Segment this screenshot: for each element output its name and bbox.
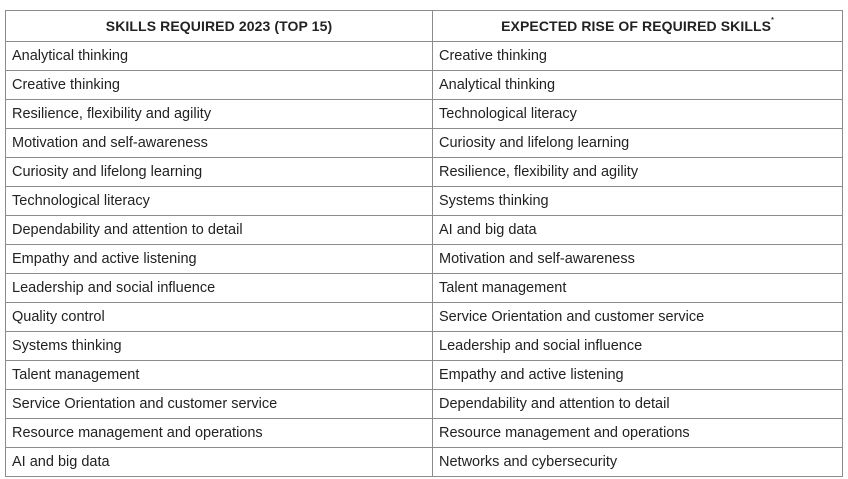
table-row: Analytical thinking Creative thinking — [5, 41, 843, 71]
table-header: SKILLS REQUIRED 2023 (TOP 15) EXPECTED R… — [5, 10, 843, 42]
expected-rise-cell: Leadership and social influence — [432, 331, 843, 361]
skill-required-cell: AI and big data — [5, 447, 433, 477]
expected-rise-cell: Dependability and attention to detail — [432, 389, 843, 419]
table-row: Dependability and attention to detail AI … — [5, 215, 843, 245]
skill-required-cell: Empathy and active listening — [5, 244, 433, 274]
table-row: Talent management Empathy and active list… — [5, 360, 843, 390]
expected-rise-cell: Service Orientation and customer service — [432, 302, 843, 332]
skill-required-cell: Quality control — [5, 302, 433, 332]
expected-rise-cell: Motivation and self-awareness — [432, 244, 843, 274]
skill-required-cell: Systems thinking — [5, 331, 433, 361]
header-expected-rise: EXPECTED RISE OF REQUIRED SKILLS* — [432, 10, 843, 42]
expected-rise-cell: Technological literacy — [432, 99, 843, 129]
table-row: Service Orientation and customer service… — [5, 389, 843, 419]
skill-required-cell: Resilience, flexibility and agility — [5, 99, 433, 129]
skill-required-cell: Curiosity and lifelong learning — [5, 157, 433, 187]
expected-rise-cell: Empathy and active listening — [432, 360, 843, 390]
skill-required-cell: Motivation and self-awareness — [5, 128, 433, 158]
table-row: Curiosity and lifelong learning Resilienc… — [5, 157, 843, 187]
header-expected-rise-label: EXPECTED RISE OF REQUIRED SKILLS — [501, 18, 772, 34]
table-row: Technological literacy Systems thinking — [5, 186, 843, 216]
skill-required-cell: Resource management and operations — [5, 418, 433, 448]
expected-rise-cell: Systems thinking — [432, 186, 843, 216]
skill-required-cell: Service Orientation and customer service — [5, 389, 433, 419]
table-row: Systems thinking Leadership and social in… — [5, 331, 843, 361]
table-row: AI and big data Networks and cybersecurit… — [5, 447, 843, 477]
table-row: Empathy and active listening Motivation a… — [5, 244, 843, 274]
header-skills-required-2023-label: SKILLS REQUIRED 2023 (TOP 15) — [105, 18, 333, 34]
expected-rise-cell: AI and big data — [432, 215, 843, 245]
table-row: Resource management and operations Resour… — [5, 418, 843, 448]
expected-rise-cell: Creative thinking — [432, 41, 843, 71]
skill-required-cell: Technological literacy — [5, 186, 433, 216]
expected-rise-cell: Talent management — [432, 273, 843, 303]
skill-required-cell: Dependability and attention to detail — [5, 215, 433, 245]
table-row: Motivation and self-awareness Curiosity a… — [5, 128, 843, 158]
expected-rise-cell: Analytical thinking — [432, 70, 843, 100]
skill-required-cell: Creative thinking — [5, 70, 433, 100]
skill-required-cell: Analytical thinking — [5, 41, 433, 71]
expected-rise-cell: Curiosity and lifelong learning — [432, 128, 843, 158]
skill-required-cell: Talent management — [5, 360, 433, 390]
table-row: Creative thinking Analytical thinking — [5, 70, 843, 100]
footnote-marker: * — [771, 17, 774, 24]
skill-required-cell: Leadership and social influence — [5, 273, 433, 303]
header-skills-required-2023: SKILLS REQUIRED 2023 (TOP 15) — [5, 10, 433, 42]
expected-rise-cell: Networks and cybersecurity — [432, 447, 843, 477]
header-row: SKILLS REQUIRED 2023 (TOP 15) EXPECTED R… — [5, 10, 843, 42]
skills-comparison-table: SKILLS REQUIRED 2023 (TOP 15) EXPECTED R… — [5, 10, 843, 477]
table-row: Resilience, flexibility and agility Techn… — [5, 99, 843, 129]
expected-rise-cell: Resilience, flexibility and agility — [432, 157, 843, 187]
table-row: Quality control Service Orientation and c… — [5, 302, 843, 332]
expected-rise-cell: Resource management and operations — [432, 418, 843, 448]
table-body: Analytical thinking Creative thinking Cre… — [5, 41, 843, 477]
table-row: Leadership and social influence Talent ma… — [5, 273, 843, 303]
